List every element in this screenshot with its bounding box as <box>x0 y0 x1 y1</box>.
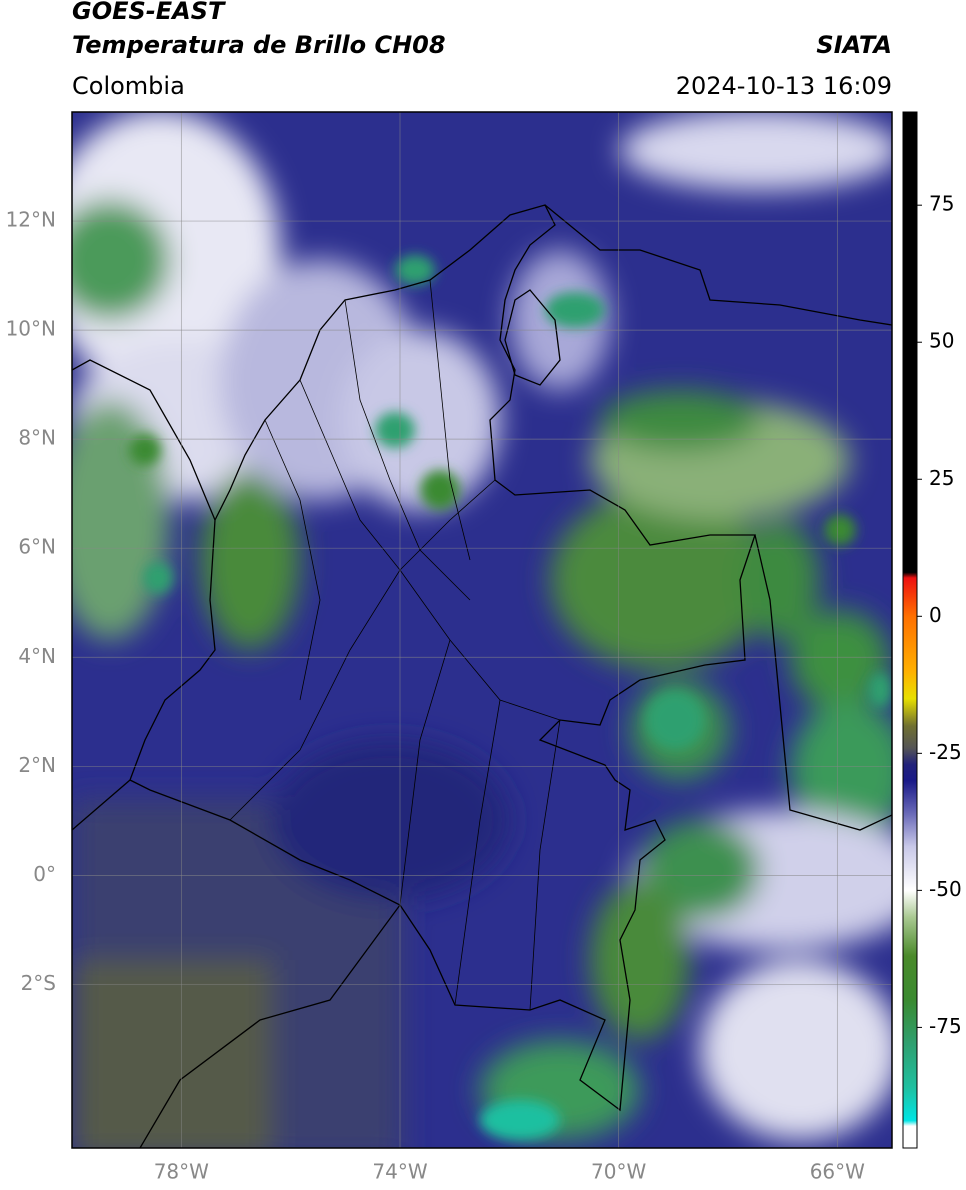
y-tick-label: 2°S <box>21 971 56 995</box>
colorbar-tick-label: 75 <box>929 192 954 216</box>
x-tick-label: 74°W <box>372 1160 427 1184</box>
venezuela-coast <box>544 204 892 326</box>
central-america <box>72 359 216 521</box>
x-tick-label: 70°W <box>591 1160 646 1184</box>
region: Colombia <box>72 72 185 100</box>
ecuador-border <box>72 779 401 1148</box>
datetime: 2024-10-13 16:09 <box>676 72 892 100</box>
y-tick-label: 10°N <box>6 317 56 341</box>
colorbar-tick-label: 0 <box>929 603 942 627</box>
subtitle: Temperatura de Brillo CH08 <box>72 31 446 59</box>
map-frame <box>71 111 893 1149</box>
satellite-image <box>72 112 892 1148</box>
y-tick-label: 2°N <box>18 753 56 777</box>
colombia-border <box>129 204 756 1112</box>
y-tick-label: 0° <box>33 862 56 886</box>
colorbar <box>902 111 918 1149</box>
colorbar-tick-label: -25 <box>929 740 962 764</box>
y-tick-label: 12°N <box>6 208 56 232</box>
venezuela-border <box>754 534 892 831</box>
y-tick-label: 6°N <box>18 535 56 559</box>
borders <box>72 204 892 1148</box>
y-tick-label: 4°N <box>18 644 56 668</box>
lake-maracaibo <box>504 289 561 386</box>
title: GOES-EAST <box>72 0 226 25</box>
x-tick-label: 66°W <box>810 1160 865 1184</box>
colorbar-tick-label: 25 <box>929 466 954 490</box>
colorbar-tick-label: 50 <box>929 329 954 353</box>
x-tick-label: 78°W <box>154 1160 209 1184</box>
colorbar-tick-label: -50 <box>929 877 962 901</box>
y-tick-label: 8°N <box>18 426 56 450</box>
colorbar-tick-label: -75 <box>929 1014 962 1038</box>
source: SIATA <box>816 31 892 59</box>
